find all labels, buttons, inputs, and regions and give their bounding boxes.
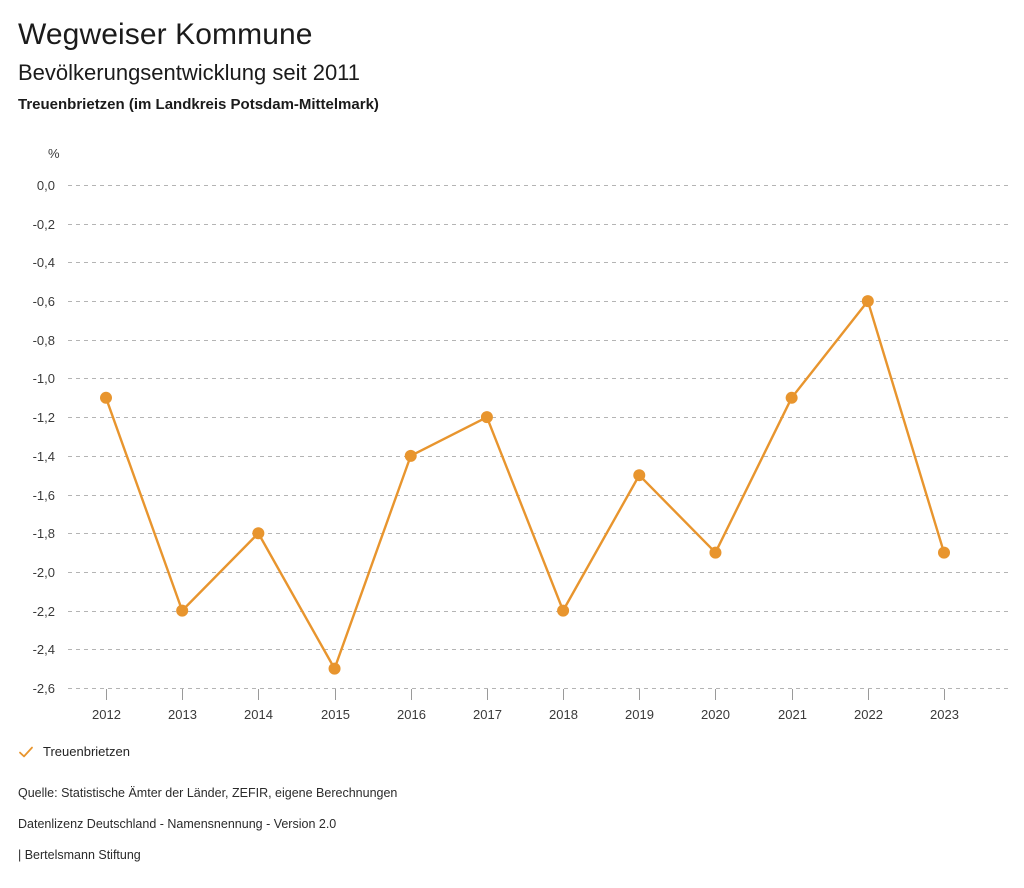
- page-title: Wegweiser Kommune: [18, 18, 313, 51]
- page-subtitle: Bevölkerungsentwicklung seit 2011: [18, 60, 361, 85]
- footer-license: Datenlizenz Deutschland - Namensnennung …: [18, 817, 337, 831]
- x-axis-tick-label: 2022: [854, 707, 883, 722]
- data-point[interactable]: [557, 604, 570, 617]
- x-axis-tick-label: 2016: [397, 707, 426, 722]
- x-axis-tick-label: 2015: [321, 707, 350, 722]
- x-axis-tick-label: 2014: [244, 707, 273, 722]
- x-axis-tick-label: 2018: [549, 707, 578, 722]
- x-axis-tick-label: 2023: [930, 707, 959, 722]
- y-axis-tick-label: -0,8: [33, 333, 55, 348]
- x-axis-tick-label: 2019: [625, 707, 654, 722]
- y-axis-tick-label: -0,2: [33, 217, 55, 232]
- check-icon: [18, 744, 34, 760]
- legend-item-treuenbrietzen[interactable]: Treuenbrietzen: [18, 744, 130, 760]
- y-axis-tick-label: -1,0: [33, 371, 55, 386]
- data-point[interactable]: [480, 411, 493, 424]
- y-axis-tick-label: -1,8: [33, 526, 55, 541]
- line-chart: % 0,0 -0,2 -0,4 -0,6 -0,8 -1,0 -1,2 -1,4 -1,6 -1,…: [33, 146, 1008, 722]
- y-axis-tick-label: -1,4: [33, 449, 55, 464]
- y-axis-tick-label: -0,4: [33, 255, 55, 270]
- y-axis-tick-label: -0,6: [33, 294, 55, 309]
- chart-header: Wegweiser Kommune Bevölkerungsentwicklun…: [18, 16, 1008, 116]
- series-line-1: [104, 299, 946, 670]
- data-point[interactable]: [100, 391, 112, 404]
- footer-source: Quelle: Statistische Ämter der Länder, Z…: [18, 786, 398, 800]
- y-gridlines: 0,0 -0,2 -0,4 -0,6 -0,8 -1,0 -1,2 -1,4 -1,6 -1,8 -…: [33, 178, 1008, 696]
- y-axis-tick-label: -2,4: [33, 642, 55, 657]
- x-axis-tick-label: 2013: [168, 707, 197, 722]
- locality-label: Treuenbrietzen (im Landkreis Potsdam-Mit…: [18, 96, 379, 113]
- y-axis-tick-label: -1,6: [33, 488, 55, 503]
- data-point[interactable]: [709, 546, 722, 559]
- footer-publisher: | Bertelsmann Stiftung: [18, 848, 141, 862]
- x-axis-tick-label: 2021: [778, 707, 807, 722]
- data-point[interactable]: [252, 527, 265, 540]
- data-point[interactable]: [785, 391, 798, 404]
- x-axis: 2012 2013 2014 2015 2016 2017 2018 2019 2020 2021…: [92, 689, 959, 722]
- data-point[interactable]: [176, 604, 189, 617]
- y-axis-tick-label: -2,0: [33, 565, 55, 580]
- y-axis-unit-label: %: [48, 146, 60, 161]
- data-point[interactable]: [633, 469, 646, 482]
- y-axis-tick-label: 0,0: [37, 178, 55, 193]
- data-point[interactable]: [328, 662, 341, 675]
- data-point[interactable]: [938, 546, 950, 559]
- y-axis-tick-label: -2,6: [33, 681, 55, 696]
- data-point[interactable]: [861, 295, 874, 308]
- data-point[interactable]: [404, 449, 417, 462]
- x-axis-tick-label: 2012: [92, 707, 121, 722]
- chart-canvas: 0,0 -0,2 -0,4 -0,6 -0,8 -1,0 -1,2 -1,4 -1,6 -1,8 -…: [33, 178, 1008, 722]
- x-axis-tick-label: 2017: [473, 707, 502, 722]
- legend-label: Treuenbrietzen: [43, 744, 130, 759]
- y-axis-tick-label: -1,2: [33, 410, 55, 425]
- y-axis-tick-label: -2,2: [33, 604, 55, 619]
- chart-footer: Quelle: Statistische Ämter der Länder, Z…: [18, 785, 998, 863]
- x-axis-tick-label: 2020: [701, 707, 730, 722]
